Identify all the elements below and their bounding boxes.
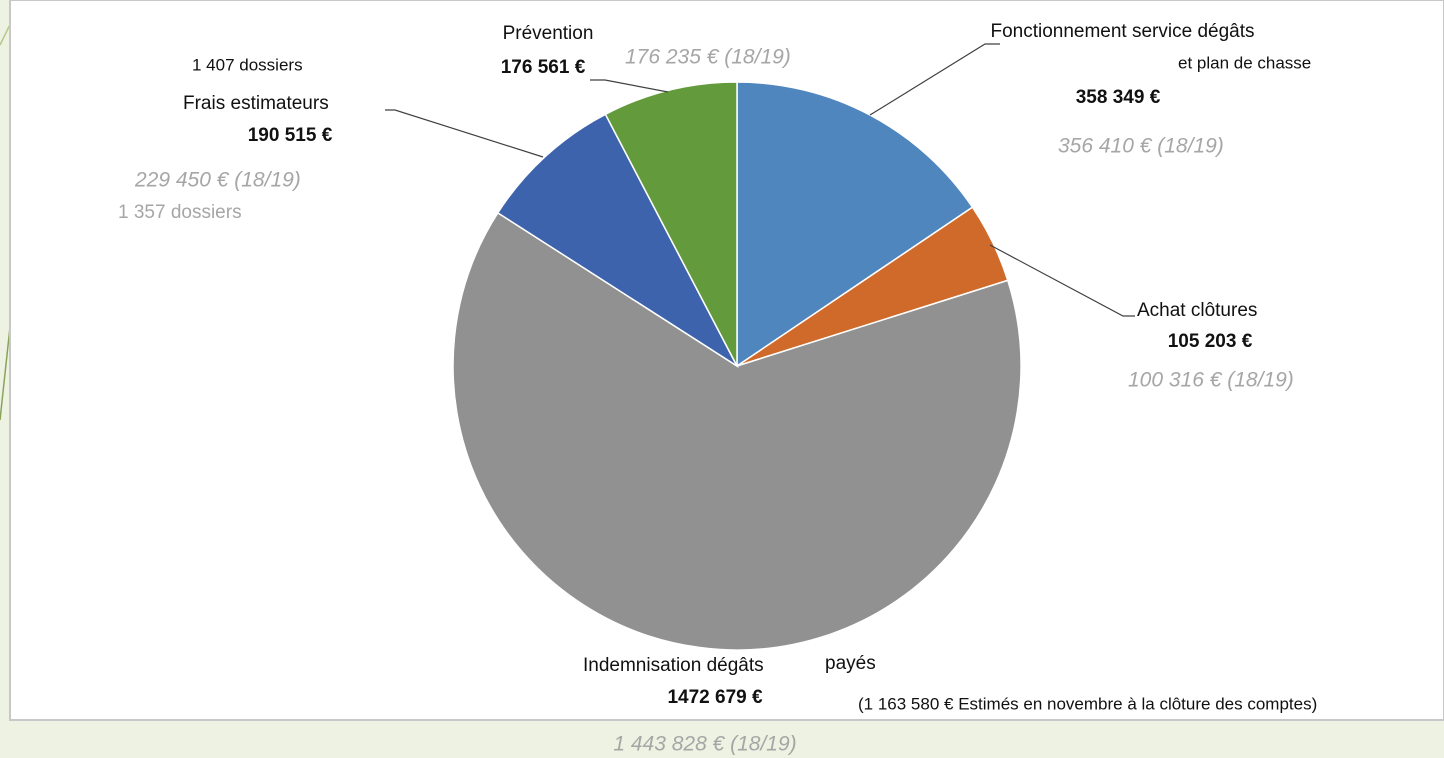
value-label: 105 203 € bbox=[1168, 331, 1253, 352]
leader-line bbox=[385, 109, 544, 158]
annotation: et plan de chasse bbox=[1178, 53, 1311, 72]
leader-line bbox=[869, 43, 1000, 116]
leader-line bbox=[590, 79, 669, 93]
pie-slice bbox=[604, 81, 738, 367]
annotation: 100 316 € (18/19) bbox=[1128, 369, 1294, 392]
pie-slice bbox=[496, 113, 739, 369]
label-box: Fonctionnement service dégâts bbox=[990, 21, 1255, 42]
annotation: 229 450 € (18/19) bbox=[134, 169, 301, 192]
category-label: Indemnisation dégâts bbox=[583, 655, 764, 676]
value-label: 358 349 € bbox=[1076, 87, 1161, 108]
annotation: (1 163 580 € Estimés en novembre à la cl… bbox=[858, 694, 1317, 713]
pie bbox=[452, 81, 1022, 651]
annotation: 356 410 € (18/19) bbox=[1058, 135, 1224, 158]
value-label: 176 561 € bbox=[501, 57, 586, 78]
annotation: 176 235 € (18/19) bbox=[625, 46, 791, 69]
category-label: Prévention bbox=[503, 23, 594, 44]
value-label: 190 515 € bbox=[248, 125, 333, 146]
annotation: 1 443 828 € (18/19) bbox=[613, 733, 796, 756]
annotation: payés bbox=[825, 653, 876, 674]
value-label: 1472 679 € bbox=[667, 687, 763, 708]
annotation: 1 407 dossiers bbox=[192, 55, 303, 74]
leader-line bbox=[989, 244, 1135, 317]
pie-slice bbox=[452, 211, 1022, 651]
category-label: Achat clôtures bbox=[1137, 300, 1257, 321]
annotation: 1 357 dossiers bbox=[118, 202, 242, 223]
category-label: Fonctionnement service dégâts bbox=[990, 21, 1255, 42]
category-label: Frais estimateurs bbox=[183, 93, 329, 114]
